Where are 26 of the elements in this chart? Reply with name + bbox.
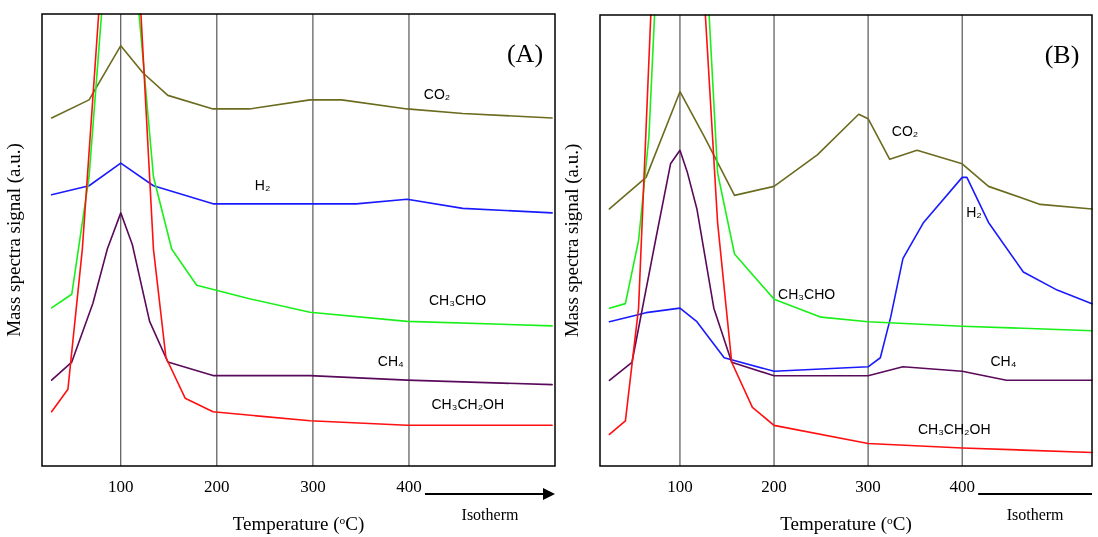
- y-axis-title: Mass spectra signal (a.u.): [3, 143, 25, 337]
- x-tick-label: 400: [396, 477, 422, 496]
- text: Isotherm: [461, 506, 519, 523]
- text: Isotherm: [1006, 506, 1065, 523]
- series-label: H₂: [254, 176, 271, 193]
- series-label: H₂: [966, 204, 982, 221]
- series-label: CH₃CHO: [778, 286, 836, 303]
- text: (B): [1044, 40, 1080, 69]
- series-label: CH₄: [990, 353, 1017, 370]
- x-axis-title: Temperature ($^{o}$C): [780, 513, 912, 535]
- x-tick-label: 300: [300, 477, 326, 496]
- series-label: CH₄: [377, 353, 405, 370]
- x-tick-label: 300: [855, 477, 881, 496]
- series-label: CO₂: [891, 123, 919, 140]
- x-tick-label: 200: [761, 477, 787, 496]
- series-label: CH₃CHO: [429, 292, 487, 309]
- series-label: CO₂: [423, 86, 451, 103]
- y-axis-title: Mass spectra signal (a.u.): [561, 143, 583, 338]
- series-label: CH₃CH₂OH: [917, 420, 991, 437]
- text: (A): [506, 39, 544, 68]
- series-label: CH₃CH₂OH: [431, 396, 505, 413]
- x-axis-title: Temperature ($^{o}$C): [232, 513, 365, 535]
- x-tick-label: 100: [667, 477, 693, 496]
- x-tick-label: 200: [204, 477, 230, 496]
- x-tick-label: 100: [108, 477, 134, 496]
- x-tick-label: 400: [949, 477, 975, 496]
